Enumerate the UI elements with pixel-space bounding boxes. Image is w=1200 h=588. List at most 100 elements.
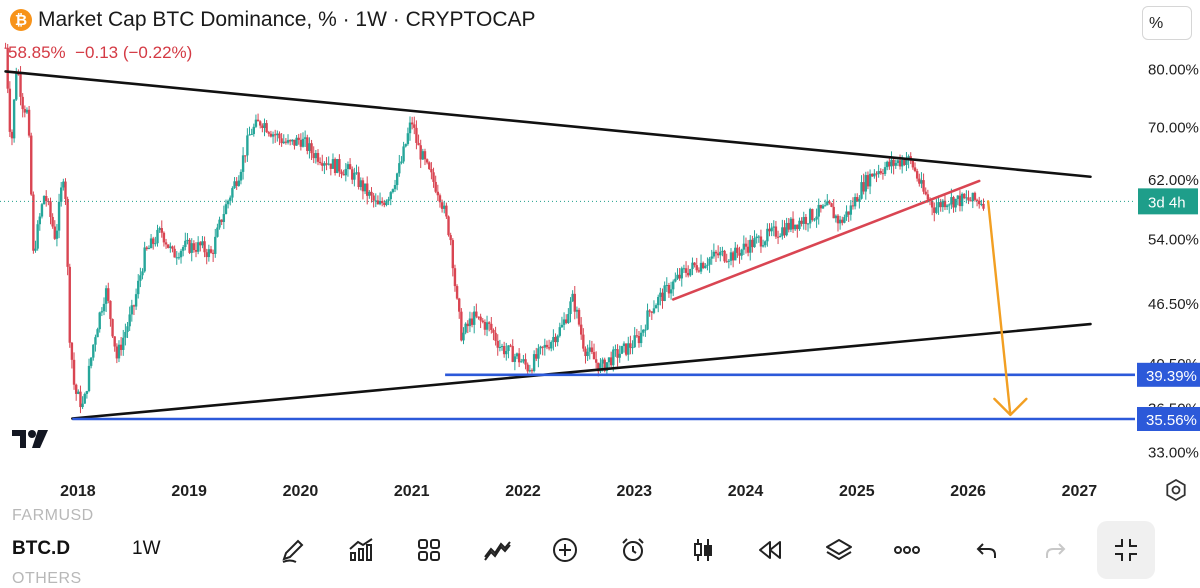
add-button[interactable] [545,530,585,570]
candle-body [485,322,489,330]
price-axis[interactable]: 80.00%70.00%62.00%54.00%46.50%40.50%36.5… [1136,0,1200,468]
candle-body [567,313,570,324]
upper-resistance-trendline[interactable] [4,70,1092,179]
candle-body [286,140,290,143]
candle-body [877,171,880,175]
layers-icon [826,539,852,560]
level-tag [1137,362,1200,387]
candle-body [60,187,63,202]
indicators-button[interactable] [341,530,381,570]
candle-body [592,352,596,360]
candle-body [642,329,645,333]
undo-button[interactable] [967,530,1007,570]
candle-body [969,200,972,202]
candle-body [612,349,615,366]
candle-body [323,163,326,166]
candle-body [181,247,185,251]
x-tick-label: 2021 [394,483,430,500]
level-tag-label: 35.56% [1146,412,1197,429]
candle-body [584,348,587,357]
timeframe-button[interactable]: 1W [132,538,161,559]
candle-body [224,204,228,215]
candle-body [68,266,71,343]
candle-body [355,172,358,174]
symbol-title[interactable]: Market Cap BTC Dominance, % · 1W · CRYPT… [38,8,536,31]
candle-body [434,181,437,192]
add-circle-icon [553,538,577,562]
candle-body [757,236,761,238]
apps-button[interactable] [409,530,449,570]
candle-body [680,268,683,279]
candle-body [288,140,292,142]
candle-body [710,256,713,259]
candle-body [299,139,303,147]
y-tick-label: 80.00% [1148,62,1199,79]
candle-body [920,180,923,184]
redo-button[interactable] [1035,530,1075,570]
candle-body [184,240,187,248]
patterns-button[interactable] [477,530,517,570]
candle-body [723,250,726,262]
candle-body [629,343,632,348]
projection-arrow[interactable] [986,200,1028,417]
drawing-tools-button[interactable] [273,530,313,570]
candle-body [398,163,401,174]
candle-body [691,262,694,269]
candle-body [83,393,86,404]
replay-button[interactable] [751,530,791,570]
candle-body [764,241,767,246]
candle-body [160,228,163,233]
fullscreen-toggle-button[interactable] [1097,521,1155,579]
candle-body [333,159,337,173]
alerts-button[interactable] [613,530,653,570]
candle-body [665,284,668,286]
chart-type-button[interactable] [683,530,723,570]
candle-body [896,160,900,164]
settings-gear-icon[interactable] [1164,478,1188,502]
candle-body [203,241,206,253]
candle-body [616,349,619,358]
candle-body [348,164,352,170]
candle-body [447,216,450,236]
candle-body [774,226,778,237]
candle-body [678,274,681,279]
rising-support-trendline[interactable] [671,179,981,301]
trendlines [0,70,1135,421]
candle-body [714,251,718,254]
lower-support-trendline[interactable] [71,322,1092,420]
watchlist-prev-symbol[interactable]: FARMUSD [12,507,94,524]
candle-body [92,344,95,358]
candle-body [796,224,799,230]
more-button[interactable] [887,530,927,570]
candle-body [903,159,906,165]
watchlist-next-symbol[interactable]: OTHERS [12,570,82,587]
candle-body [736,247,739,253]
candle-body [481,320,484,322]
candle-body [316,152,320,162]
candle-body [158,228,161,230]
layers-button[interactable] [819,530,859,570]
countdown-tag [1138,188,1198,215]
percent-scale-button[interactable]: % [1142,6,1192,40]
candle-body [64,181,67,199]
candle-body [537,348,540,359]
candle-body [669,289,673,294]
candle-body [505,350,508,355]
candle-body [776,236,780,238]
candle-body [868,173,872,187]
candle-body [881,173,885,175]
symbol-button[interactable]: BTC.D [12,538,71,559]
candle-body [23,109,27,113]
candle-body [579,324,583,335]
candle-body [137,280,140,295]
candle-body [244,155,247,157]
candle-body [57,201,61,231]
time-axis[interactable]: 2018 2019 2020 2021 2022 2023 2024 2025 2026 2027 [60,483,1097,500]
candle-body [291,139,294,142]
candle-body [344,169,348,176]
candle-body [708,258,711,265]
candle-body [509,345,512,347]
candle-body [740,249,743,256]
candle-body [119,344,123,350]
